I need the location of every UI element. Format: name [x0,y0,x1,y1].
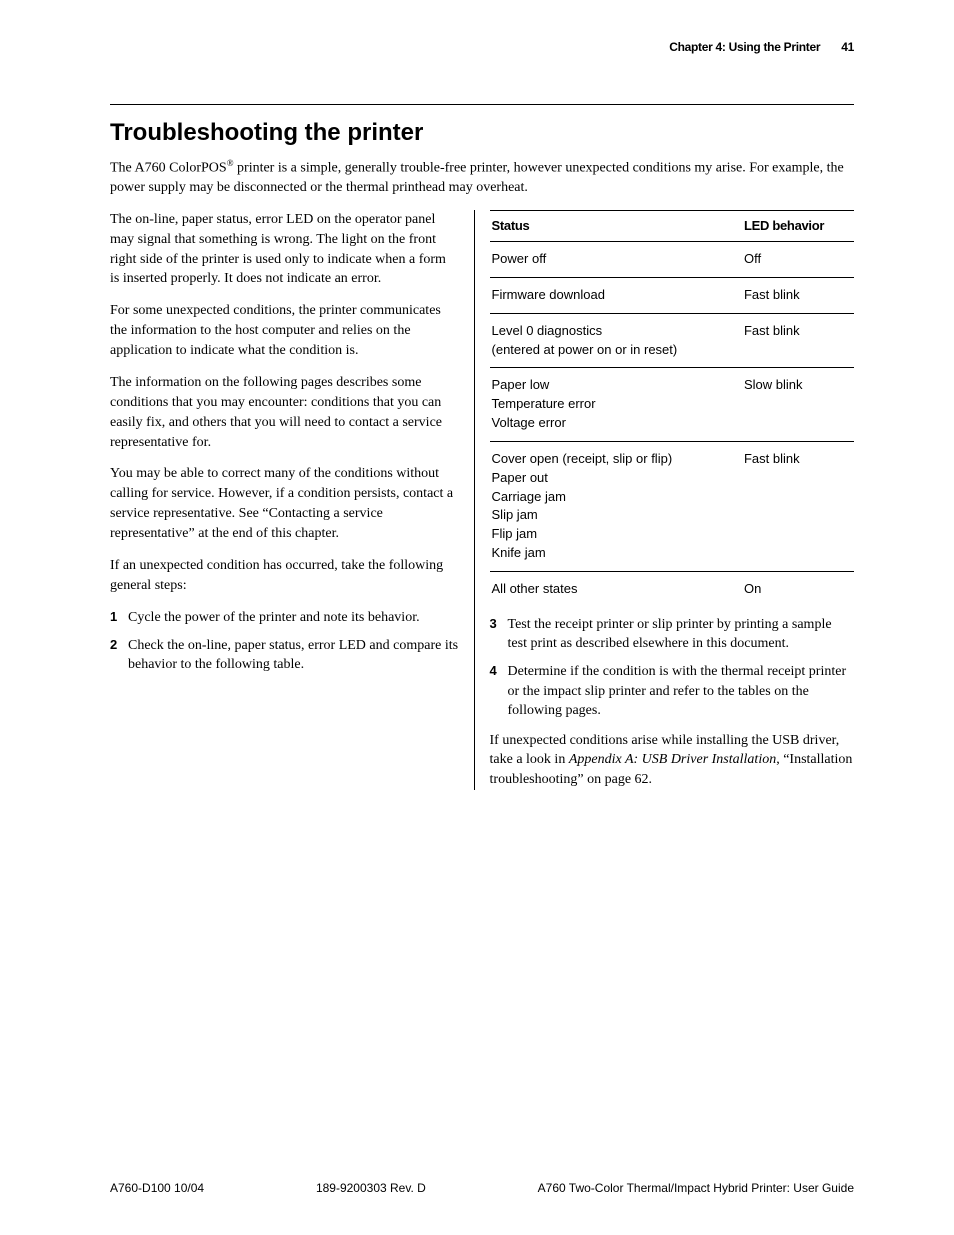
step-number: 2 [110,636,128,676]
closing-paragraph: If unexpected conditions arise while ins… [490,731,854,790]
left-column: The on-line, paper status, error LED on … [110,210,475,790]
list-item: 3 Test the receipt printer or slip print… [490,615,854,654]
step-text: Test the receipt printer or slip printer… [508,615,854,654]
led-behavior-table: Status LED behavior Power offOffFirmware… [490,210,854,607]
intro-paragraph: The A760 ColorPOS® printer is a simple, … [110,157,854,198]
status-cell: Power off [490,242,742,278]
list-item: 4 Determine if the condition is with the… [490,662,854,721]
body-paragraph: If an unexpected condition has occurred,… [110,556,459,596]
section-title: Troubleshooting the printer [110,119,854,147]
table-row: Paper lowTemperature errorVoltage errorS… [490,368,854,442]
body-paragraph: You may be able to correct many of the c… [110,464,459,544]
chapter-label: Chapter 4: Using the Printer [669,40,820,54]
list-item: 2 Check the on-line, paper status, error… [110,636,459,676]
footer-right: A760 Two-Color Thermal/Impact Hybrid Pri… [538,1181,854,1195]
header-rule [110,104,854,105]
status-cell: Firmware download [490,277,742,313]
led-cell: Fast blink [742,313,854,368]
page-header: Chapter 4: Using the Printer 41 [110,40,854,54]
led-cell: Off [742,242,854,278]
steps-list-left: 1 Cycle the power of the printer and not… [110,608,459,676]
table-row: Cover open (receipt, slip or flip)Paper … [490,441,854,571]
step-text: Cycle the power of the printer and note … [128,608,459,628]
status-cell: Level 0 diagnostics(entered at power on … [490,313,742,368]
table-row: Firmware downloadFast blink [490,277,854,313]
footer-left: A760-D100 10/04 [110,1181,204,1195]
appendix-ref: Appendix A: USB Driver Installation [569,752,776,767]
status-cell: Paper lowTemperature errorVoltage error [490,368,742,442]
step-text: Determine if the condition is with the t… [508,662,854,721]
table-header-status: Status [490,210,742,241]
led-cell: Slow blink [742,368,854,442]
body-paragraph: The on-line, paper status, error LED on … [110,210,459,290]
page-number: 41 [841,40,854,54]
footer-center: 189-9200303 Rev. D [316,1181,426,1195]
right-column: Status LED behavior Power offOffFirmware… [475,210,854,790]
step-number: 1 [110,608,128,628]
step-number: 4 [490,662,508,721]
led-cell: On [742,572,854,607]
step-text: Check the on-line, paper status, error L… [128,636,459,676]
led-cell: Fast blink [742,441,854,571]
page-footer: A760-D100 10/04 189-9200303 Rev. D A760 … [110,1181,854,1195]
led-cell: Fast blink [742,277,854,313]
step-number: 3 [490,615,508,654]
status-cell: All other states [490,572,742,607]
body-paragraph: For some unexpected conditions, the prin… [110,301,459,361]
two-column-layout: The on-line, paper status, error LED on … [110,210,854,790]
table-row: Level 0 diagnostics(entered at power on … [490,313,854,368]
page-content: Chapter 4: Using the Printer 41 Troubles… [0,0,954,790]
steps-list-right: 3 Test the receipt printer or slip print… [490,615,854,721]
status-cell: Cover open (receipt, slip or flip)Paper … [490,441,742,571]
table-row: Power offOff [490,242,854,278]
table-row: All other statesOn [490,572,854,607]
body-paragraph: The information on the following pages d… [110,373,459,453]
list-item: 1 Cycle the power of the printer and not… [110,608,459,628]
table-header-led: LED behavior [742,210,854,241]
